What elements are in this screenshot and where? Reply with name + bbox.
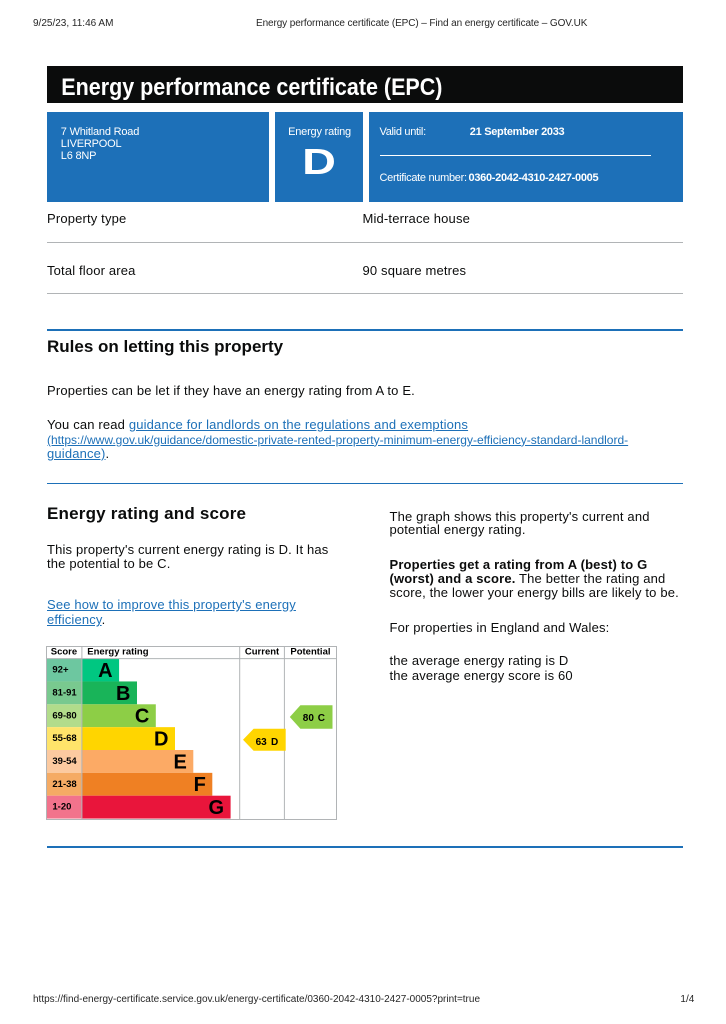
svg-text:55-68: 55-68 xyxy=(52,733,76,744)
svg-text:A: A xyxy=(98,660,112,682)
svg-text:Potential: Potential xyxy=(290,647,330,658)
svg-text:C: C xyxy=(134,706,148,728)
svg-text:D: D xyxy=(270,737,277,748)
svg-text:B: B xyxy=(116,683,130,705)
svg-text:21-38: 21-38 xyxy=(52,779,76,790)
svg-text:D: D xyxy=(154,729,168,751)
svg-text:E: E xyxy=(173,751,186,773)
svg-text:Score: Score xyxy=(50,647,76,658)
svg-text:G: G xyxy=(208,797,224,819)
svg-text:81-91: 81-91 xyxy=(52,688,77,699)
svg-text:69-80: 69-80 xyxy=(52,710,76,721)
svg-text:C: C xyxy=(317,713,324,724)
svg-text:92+: 92+ xyxy=(52,665,69,676)
svg-text:1-20: 1-20 xyxy=(52,802,71,813)
svg-text:63: 63 xyxy=(255,737,267,748)
svg-text:F: F xyxy=(193,774,205,796)
svg-text:80: 80 xyxy=(302,713,314,724)
svg-text:Current: Current xyxy=(244,647,279,658)
svg-text:39-54: 39-54 xyxy=(52,756,77,767)
svg-text:Energy rating: Energy rating xyxy=(87,647,148,658)
